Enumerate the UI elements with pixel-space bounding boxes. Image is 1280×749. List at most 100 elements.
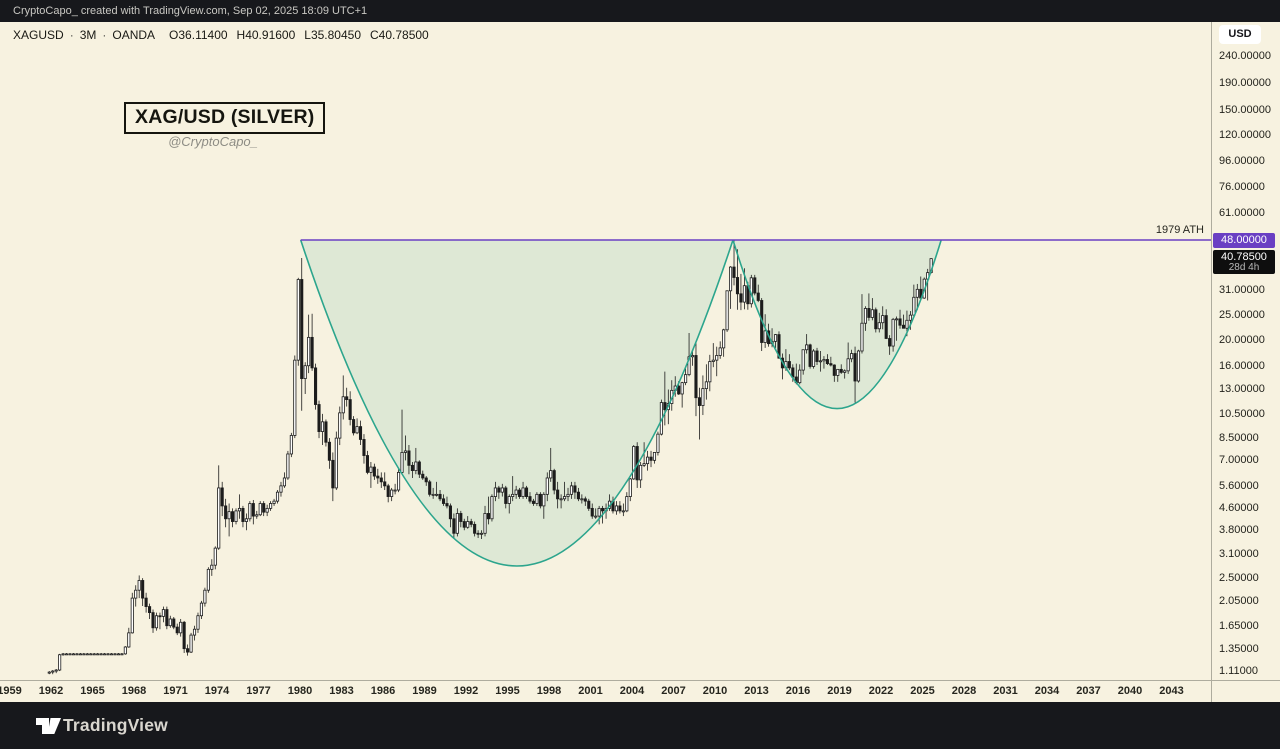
legend-exchange[interactable]: OANDA — [112, 28, 156, 42]
candle-body — [179, 621, 183, 634]
price-axis-label: 10.50000 — [1219, 407, 1265, 420]
tradingview-brand-text[interactable]: TradingView — [63, 715, 168, 735]
candle-body — [805, 344, 809, 351]
candle-body — [213, 547, 217, 566]
legend-high: H40.91600 — [236, 28, 296, 42]
time-axis-label: 1965 — [80, 685, 105, 697]
candle-body — [888, 338, 892, 347]
candle-body — [895, 318, 899, 321]
chart-canvas[interactable] — [0, 0, 1211, 680]
candle-body — [134, 589, 138, 599]
price-axis-label: 76.00000 — [1219, 181, 1265, 194]
candle-body — [428, 481, 432, 495]
candle-body — [362, 439, 366, 456]
time-axis-label: 1989 — [412, 685, 437, 697]
candle-body — [462, 521, 466, 528]
candle-body — [576, 491, 580, 500]
price-axis[interactable]: USD 240.00000 190.00000 150.00000 120.00000… — [1211, 22, 1280, 702]
candle-body — [569, 485, 574, 495]
legend-separator: · — [69, 28, 74, 42]
time-axis-label: 2040 — [1117, 685, 1143, 697]
candle-body — [96, 653, 100, 656]
cup-pattern-arc[interactable] — [732, 239, 942, 410]
chart-title-annotation[interactable]: XAG/USD (SILVER) — [124, 102, 326, 134]
cup-pattern-arc[interactable] — [299, 239, 734, 567]
candle-body — [352, 419, 356, 434]
candle-body — [234, 510, 238, 522]
candle-body — [54, 669, 58, 672]
candle-body — [905, 319, 909, 329]
candle-body — [331, 459, 335, 489]
candle-body — [227, 511, 231, 520]
candle-body — [715, 355, 719, 361]
time-axis-label: 2034 — [1034, 685, 1060, 697]
price-axis-label: 3.10000 — [1219, 547, 1259, 560]
candle-body — [231, 511, 235, 522]
candle-body — [303, 365, 307, 379]
candle-body — [697, 397, 701, 406]
candle-body — [414, 461, 418, 471]
candle-body — [677, 385, 681, 395]
candle-body — [621, 510, 625, 513]
candle-body — [282, 477, 286, 487]
candle-body — [490, 496, 494, 520]
candle-body — [390, 489, 394, 497]
candle-body — [818, 360, 823, 363]
candle-body — [435, 493, 439, 496]
legend-separator: · — [102, 28, 107, 42]
candle-body — [355, 426, 359, 434]
candle-body — [583, 498, 587, 502]
candle-body — [445, 503, 449, 507]
time-axis-label: 2025 — [910, 685, 935, 697]
candle-body — [687, 356, 691, 376]
candle-body — [798, 369, 802, 384]
candle-body — [514, 489, 518, 495]
candle-body — [531, 500, 535, 504]
price-axis-label: 1.65000 — [1219, 619, 1259, 632]
candle-body — [372, 466, 376, 477]
candle-body — [47, 671, 51, 674]
candle-body — [258, 503, 262, 516]
candle-body — [51, 670, 55, 673]
candle-body — [161, 609, 165, 617]
candle-body — [158, 615, 162, 618]
candle-body — [182, 621, 186, 650]
candle-body — [559, 498, 563, 501]
price-axis-label: 20.00000 — [1219, 334, 1265, 347]
candle-body — [825, 359, 829, 365]
candle-body — [383, 481, 387, 487]
time-axis[interactable]: 1959 1962 1965 1968 1971 1974 1977 1980 1983 1986… — [0, 680, 1280, 702]
candle-body — [137, 580, 141, 591]
last-price-value: 40.78500 — [1221, 251, 1267, 264]
candle-body — [61, 653, 65, 656]
currency-toggle-button[interactable]: USD — [1219, 25, 1261, 44]
candle-body — [421, 473, 425, 479]
candle-body — [791, 367, 795, 378]
candle-body — [307, 336, 311, 367]
candle-body — [220, 487, 224, 507]
candle-body — [82, 653, 86, 656]
time-axis-label: 1968 — [121, 685, 147, 697]
candle-body — [393, 489, 397, 492]
candle-body — [763, 330, 767, 343]
candle-body — [545, 477, 549, 495]
candle-body — [103, 653, 107, 656]
price-axis-label: 240.00000 — [1219, 49, 1271, 62]
tradingview-logo-icon[interactable] — [35, 715, 62, 737]
candle-body — [625, 496, 629, 512]
candle-body — [113, 653, 117, 656]
candle-body — [441, 498, 446, 504]
price-axis-label: 61.00000 — [1219, 206, 1265, 219]
candle-body — [500, 487, 504, 493]
candle-body — [684, 374, 688, 384]
time-axis-label: 2007 — [661, 685, 686, 697]
candle-body — [206, 568, 210, 591]
legend-interval[interactable]: 3M — [79, 28, 97, 42]
price-axis-label: 3.80000 — [1219, 524, 1259, 537]
candle-body — [320, 421, 325, 432]
candle-body — [573, 485, 577, 493]
time-axis-label: 1980 — [287, 685, 313, 697]
ath-price-badge: 48.00000 — [1213, 232, 1275, 248]
candle-body — [106, 653, 110, 656]
legend-symbol[interactable]: XAGUSD — [13, 28, 64, 42]
